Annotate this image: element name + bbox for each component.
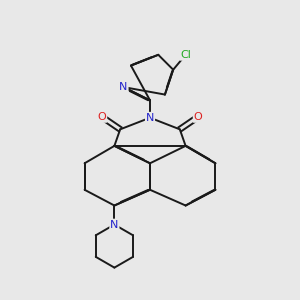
Text: O: O	[194, 112, 203, 122]
Text: N: N	[110, 220, 118, 230]
Text: N: N	[146, 113, 154, 123]
Text: O: O	[98, 112, 106, 122]
Text: N: N	[119, 82, 128, 92]
Text: Cl: Cl	[180, 50, 191, 60]
